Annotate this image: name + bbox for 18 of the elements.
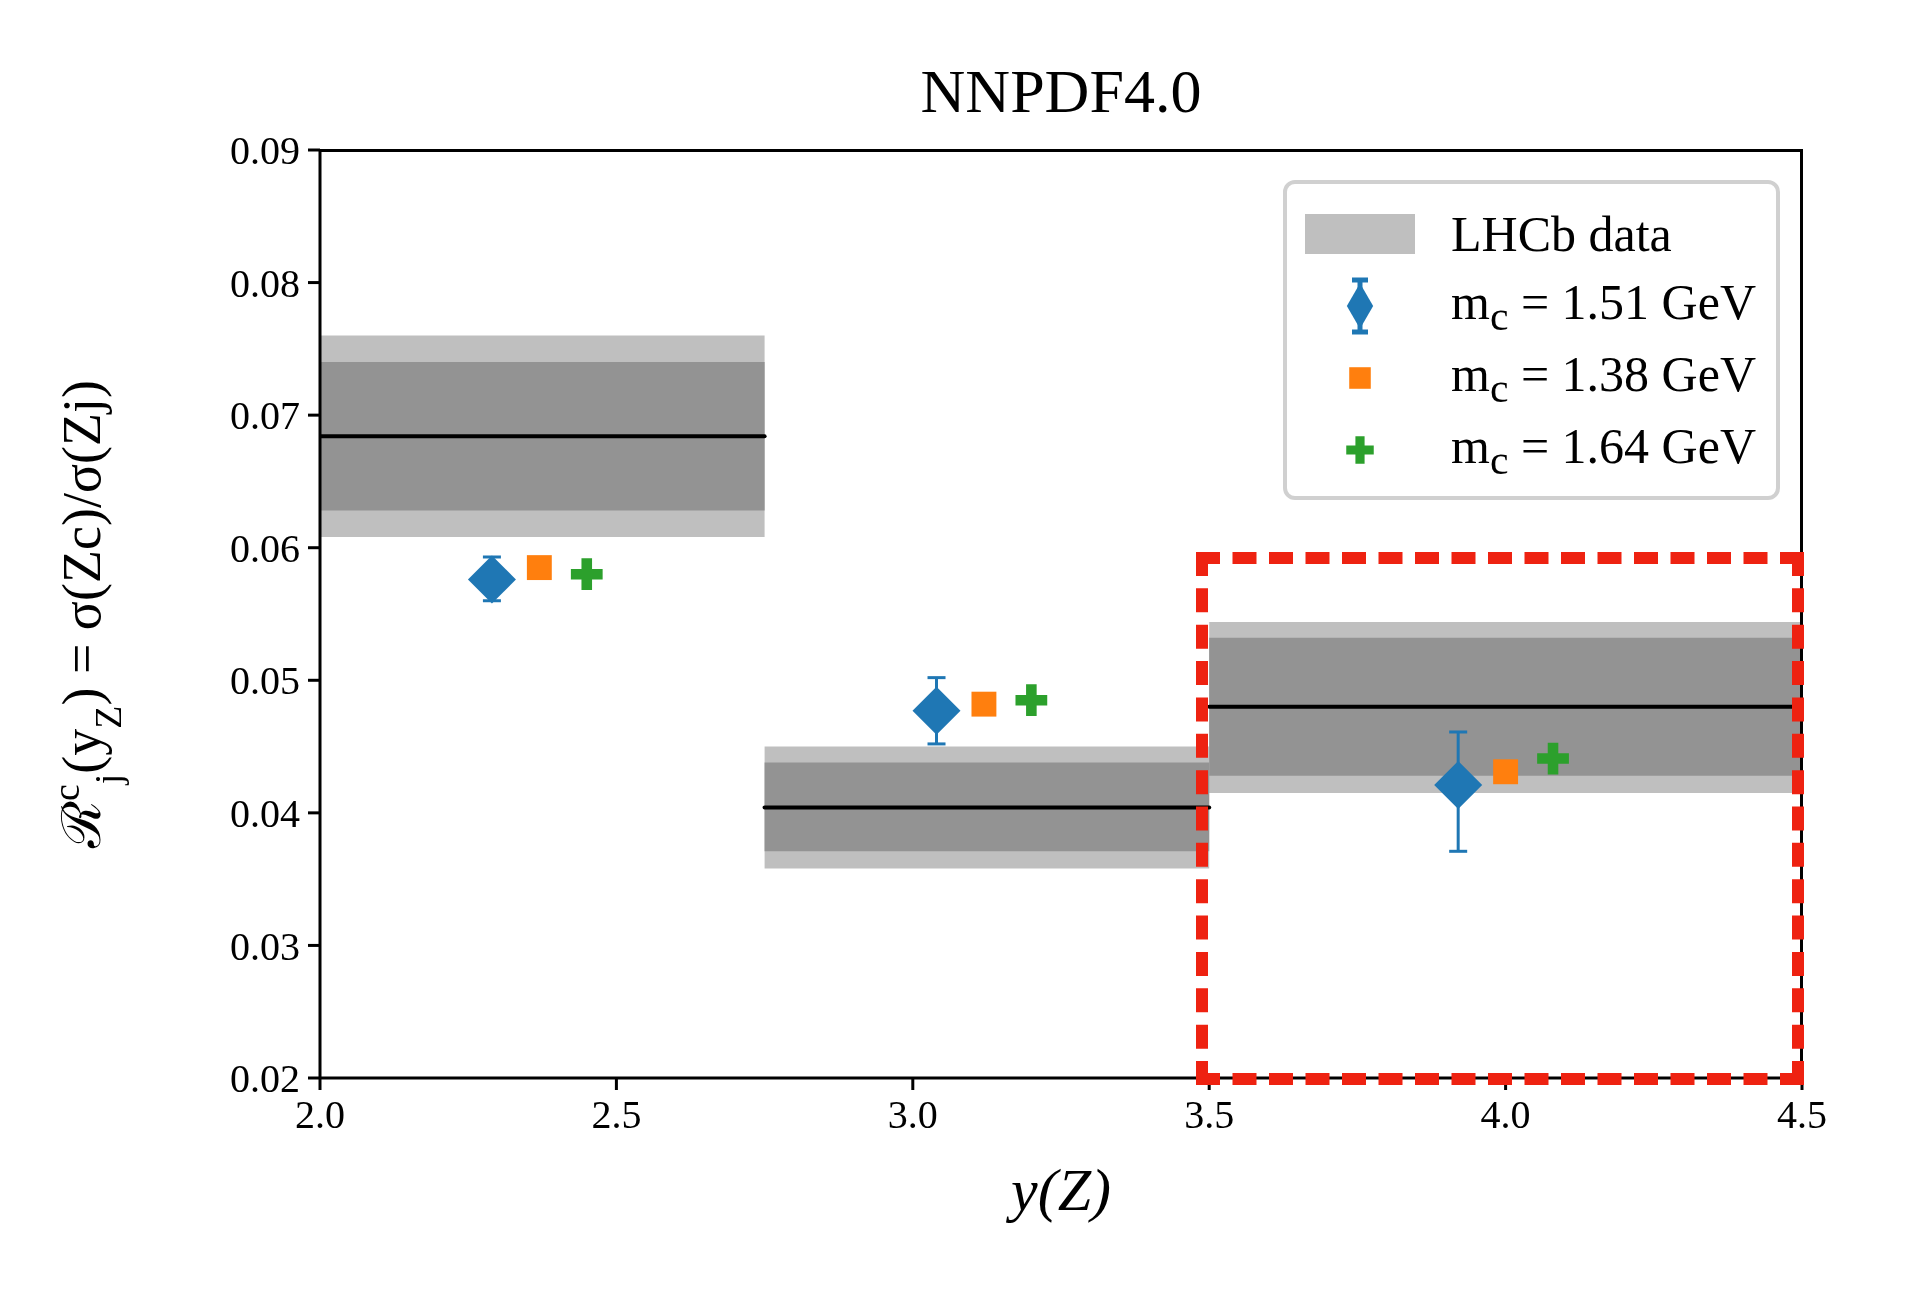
y-tick-label: 0.08 [230, 260, 300, 306]
legend-label: m$_{c}$ = 1.38 GeV [1450, 344, 1756, 412]
legend-label: m$_{c}$ = 1.51 GeV [1450, 272, 1756, 340]
y-tick-label: 0.07 [230, 393, 300, 439]
x-tick-label: 3.0 [887, 1092, 938, 1138]
legend-label: m$_{c}$ = 1.64 GeV [1450, 416, 1756, 484]
y-tick-label: 0.04 [230, 791, 300, 837]
y-tick-label: 0.06 [230, 525, 300, 571]
y-tick-label: 0.05 [230, 658, 300, 704]
x-tick-label: 4.5 [1777, 1092, 1827, 1138]
x-tick-label: 2.5 [591, 1092, 642, 1138]
y-tick-label: 0.03 [230, 923, 300, 969]
x-tick-label: 3.5 [1184, 1092, 1235, 1138]
legend-label: LHCb data [1450, 205, 1672, 263]
chart-title: NNPDF4.0 [919, 56, 1203, 127]
x-axis-title: y(Z) [1005, 1157, 1111, 1223]
y-tick-label: 0.09 [230, 128, 300, 174]
x-tick-label: 4.0 [1480, 1092, 1531, 1138]
